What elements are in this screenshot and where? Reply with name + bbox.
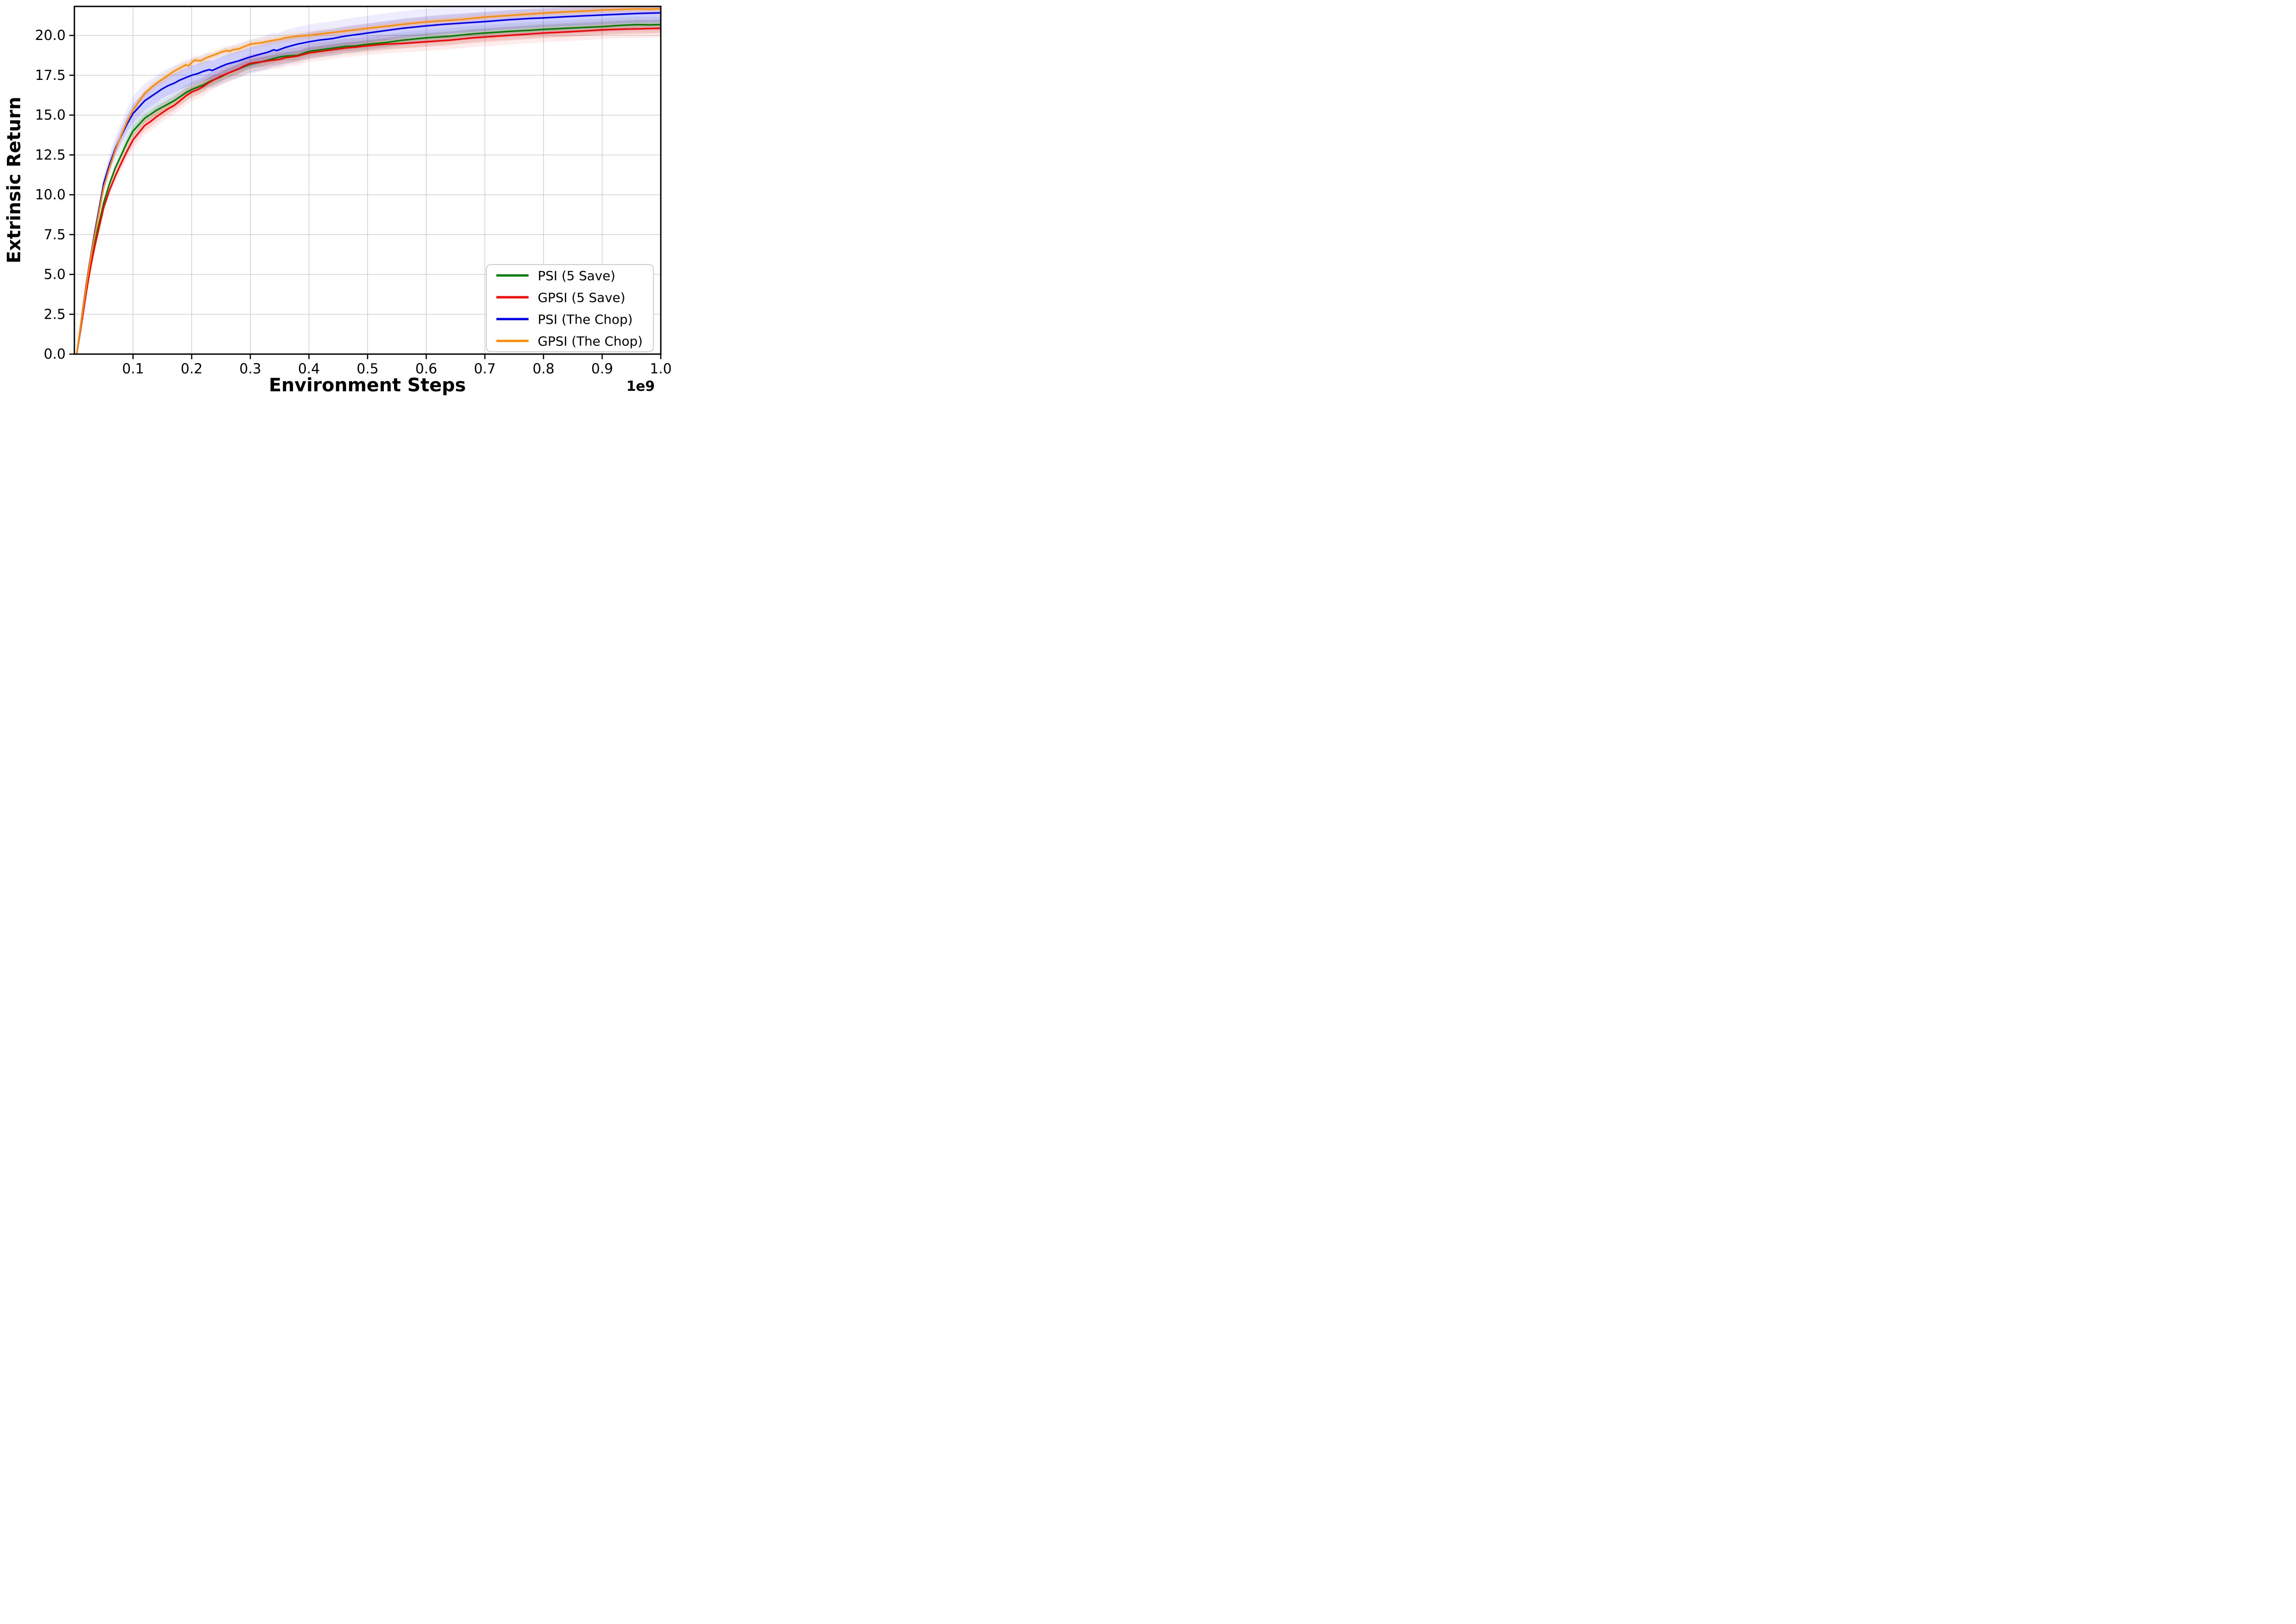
x-tick-label: 0.8 (533, 361, 555, 377)
y-tick-label: 20.0 (35, 28, 66, 44)
y-tick-label: 15.0 (35, 107, 66, 124)
figure: 0.1 0.2 0.3 0.4 0.5 0.6 0.7 0.8 0.9 1.0 0.0 2.5 5.0 7… (0, 0, 681, 406)
x-axis-offset-label: 1e9 (626, 378, 655, 395)
y-tick-label: 10.0 (35, 187, 66, 203)
y-tick-label: 5.0 (44, 267, 66, 283)
x-tick-label: 0.4 (298, 361, 320, 377)
y-tick-label: 2.5 (44, 306, 66, 322)
x-tick-label: 1.0 (650, 361, 672, 377)
x-tick-label: 0.5 (357, 361, 379, 377)
legend-label: PSI (The Chop) (538, 312, 633, 327)
chart-canvas: 0.1 0.2 0.3 0.4 0.5 0.6 0.7 0.8 0.9 1.0 0.0 2.5 5.0 7… (35, 6, 672, 377)
x-tick-label: 0.1 (122, 361, 144, 377)
x-tick-label: 0.2 (181, 361, 203, 377)
x-tick-label: 0.9 (591, 361, 613, 377)
y-tick-label: 12.5 (35, 147, 66, 163)
x-tick-label: 0.7 (474, 361, 496, 377)
y-tick-label: 7.5 (44, 227, 66, 243)
series-line (76, 12, 661, 354)
legend-label: PSI (5 Save) (538, 268, 615, 283)
series-line (76, 8, 661, 354)
legend-box (486, 264, 654, 352)
legend-label: GPSI (The Chop) (538, 333, 643, 349)
x-tick-label: 0.6 (415, 361, 437, 377)
series-line (76, 27, 661, 354)
legend-label: GPSI (5 Save) (538, 290, 625, 305)
x-axis-label: Environment Steps (269, 375, 466, 396)
y-tick-label: 0.0 (44, 346, 66, 362)
x-tick-label: 0.3 (239, 361, 261, 377)
legend: PSI (5 Save) GPSI (5 Save) PSI (The Chop) G… (486, 264, 654, 352)
y-axis-label: Extrinsic Return (4, 96, 25, 264)
y-tick-label: 17.5 (35, 68, 66, 84)
